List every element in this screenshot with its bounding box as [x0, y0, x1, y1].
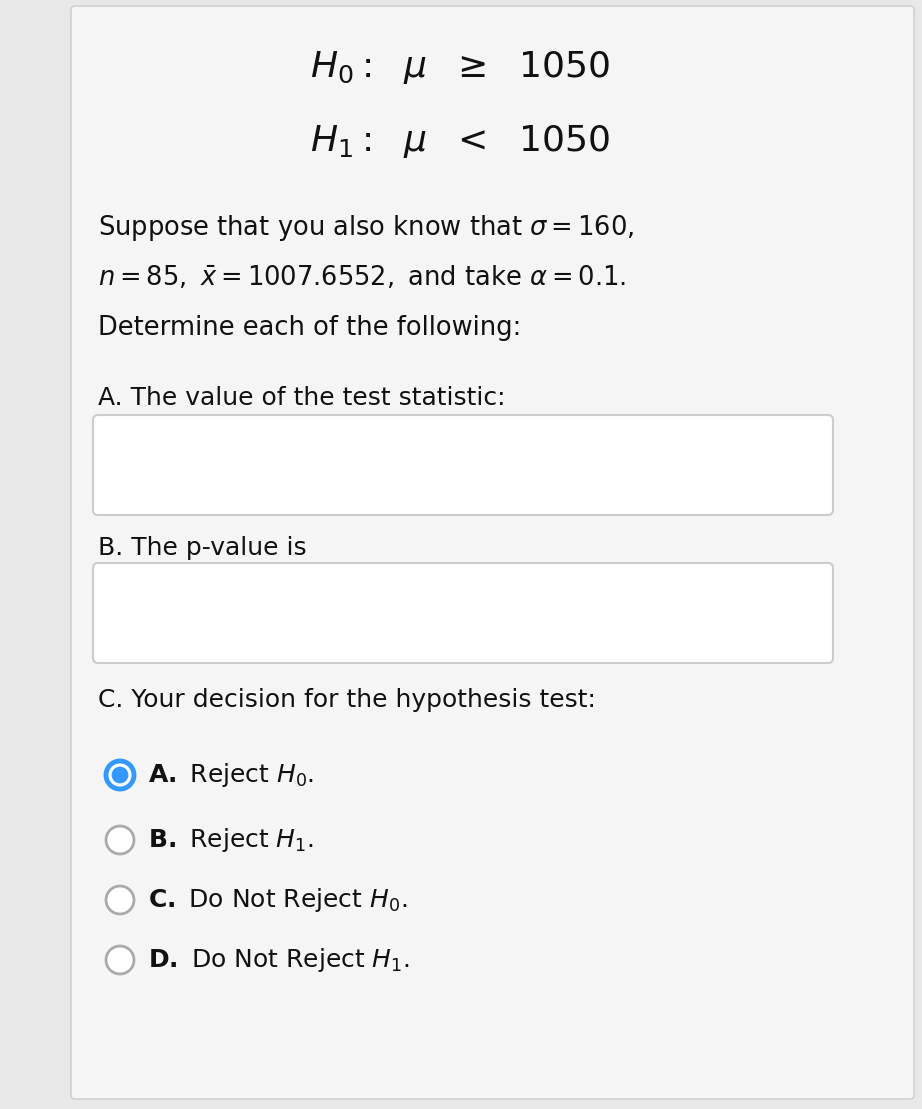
Text: $H_0 :\ \ \mu\ \ \geq\ \ 1050$: $H_0 :\ \ \mu\ \ \geq\ \ 1050$ [310, 50, 609, 87]
Text: $\mathbf{C.}$ Do Not Reject $H_0.$: $\mathbf{C.}$ Do Not Reject $H_0.$ [148, 886, 408, 914]
Text: C. Your decision for the hypothesis test:: C. Your decision for the hypothesis test… [98, 688, 596, 712]
FancyBboxPatch shape [93, 563, 833, 663]
Text: $H_1 :\ \ \mu\ \ <\ \ 1050$: $H_1 :\ \ \mu\ \ <\ \ 1050$ [310, 123, 609, 161]
Text: $\mathbf{B.}$ Reject $H_1.$: $\mathbf{B.}$ Reject $H_1.$ [148, 826, 313, 854]
Circle shape [112, 767, 128, 783]
Circle shape [106, 826, 134, 854]
Circle shape [106, 886, 134, 914]
Circle shape [106, 761, 134, 788]
Text: Determine each of the following:: Determine each of the following: [98, 315, 521, 340]
FancyBboxPatch shape [71, 6, 914, 1099]
Text: $\mathbf{D.}$ Do Not Reject $H_1.$: $\mathbf{D.}$ Do Not Reject $H_1.$ [148, 946, 409, 974]
Text: $\mathbf{A.}$ Reject $H_0.$: $\mathbf{A.}$ Reject $H_0.$ [148, 761, 314, 788]
Text: B. The p-value is: B. The p-value is [98, 536, 307, 560]
Text: $n = 85,\ \bar{x} = 1007.6552,$ and take $\alpha = 0.1.$: $n = 85,\ \bar{x} = 1007.6552,$ and take… [98, 264, 626, 292]
Text: Suppose that you also know that $\sigma = 160,$: Suppose that you also know that $\sigma … [98, 213, 634, 243]
Circle shape [106, 946, 134, 974]
FancyBboxPatch shape [93, 415, 833, 515]
Text: A. The value of the test statistic:: A. The value of the test statistic: [98, 386, 505, 410]
